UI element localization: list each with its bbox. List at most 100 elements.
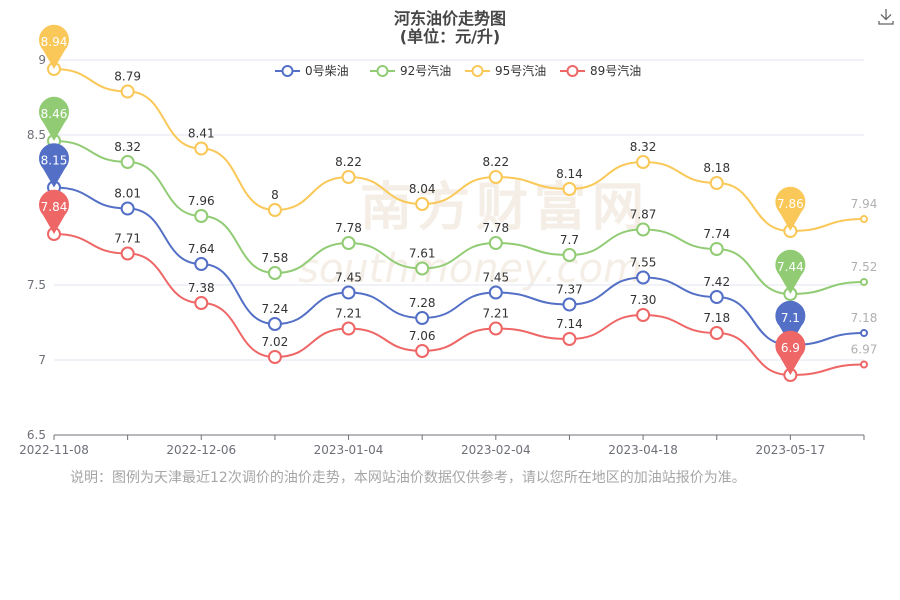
series-line-3 bbox=[53, 233, 865, 377]
data-label: 7.21 bbox=[335, 307, 362, 321]
data-point bbox=[488, 236, 503, 250]
data-point bbox=[120, 84, 135, 99]
chart-subtitle: (单位：元/升) bbox=[399, 27, 501, 46]
data-point bbox=[267, 350, 282, 364]
data-label: 7.28 bbox=[409, 296, 436, 310]
data-point bbox=[636, 270, 651, 285]
legend-marker bbox=[376, 65, 389, 77]
x-tick-label: 2023-02-04 bbox=[461, 443, 531, 457]
data-label: 7.58 bbox=[262, 251, 289, 265]
legend-item-3[interactable]: 89号汽油 bbox=[560, 63, 641, 78]
data-point bbox=[415, 311, 430, 325]
data-label: 7.64 bbox=[188, 242, 215, 256]
data-point bbox=[120, 246, 135, 261]
pin-label: 7.84 bbox=[41, 200, 68, 214]
data-label: 7.18 bbox=[851, 311, 878, 325]
data-label: 7.02 bbox=[262, 335, 289, 349]
data-label: 7.14 bbox=[556, 317, 583, 331]
watermark-cn: 南方财富网 bbox=[360, 178, 650, 238]
chart-title: 河东油价走势图 bbox=[393, 9, 506, 28]
legend-label: 89号汽油 bbox=[590, 63, 641, 78]
pin-label: 8.15 bbox=[41, 154, 68, 168]
data-label: 8.79 bbox=[114, 70, 141, 84]
legend-marker bbox=[281, 65, 294, 77]
data-point bbox=[488, 170, 503, 184]
legend-item-0[interactable]: 0号柴油 bbox=[275, 64, 349, 78]
data-point bbox=[488, 285, 503, 300]
data-label: 7.21 bbox=[482, 307, 509, 321]
pin-label: 8.94 bbox=[41, 35, 68, 49]
data-label: 7.94 bbox=[851, 197, 878, 211]
data-label: 7.71 bbox=[114, 232, 141, 246]
data-label: 7.78 bbox=[335, 221, 362, 235]
pin-marker: 7.86 bbox=[775, 186, 806, 231]
data-point bbox=[860, 278, 868, 286]
download-icon[interactable] bbox=[876, 6, 896, 26]
data-point bbox=[415, 344, 430, 358]
data-label: 6.97 bbox=[851, 343, 878, 357]
pin-label: 7.86 bbox=[777, 197, 804, 211]
data-point bbox=[341, 321, 356, 336]
data-label: 8.41 bbox=[188, 127, 215, 141]
legend-item-2[interactable]: 95号汽油 bbox=[465, 63, 546, 78]
pin-label: 7.44 bbox=[777, 260, 804, 274]
data-label: 7.55 bbox=[630, 256, 657, 270]
x-tick-label: 2022-12-06 bbox=[166, 443, 236, 457]
pin-shape bbox=[39, 143, 69, 188]
pin-marker: 8.94 bbox=[39, 24, 69, 69]
legend-label: 92号汽油 bbox=[400, 63, 451, 78]
data-point bbox=[860, 329, 868, 337]
legend-item-1[interactable]: 92号汽油 bbox=[370, 63, 451, 78]
legend-marker bbox=[471, 65, 484, 77]
pin-shape bbox=[39, 24, 69, 69]
data-point bbox=[341, 170, 356, 184]
data-label: 8.18 bbox=[703, 161, 730, 175]
data-label: 8.01 bbox=[114, 187, 141, 201]
data-point bbox=[341, 285, 356, 300]
data-label: 7.45 bbox=[482, 271, 509, 285]
pin-marker: 8.15 bbox=[39, 143, 69, 188]
x-tick-label: 2023-04-18 bbox=[608, 443, 678, 457]
series-line-2 bbox=[53, 68, 865, 233]
data-point bbox=[860, 215, 868, 223]
data-point bbox=[709, 290, 724, 304]
data-point bbox=[636, 222, 651, 237]
legend-marker bbox=[566, 65, 579, 77]
data-label: 7.18 bbox=[703, 311, 730, 325]
data-point bbox=[120, 155, 135, 169]
data-point bbox=[709, 242, 724, 256]
data-point bbox=[636, 155, 651, 169]
data-point bbox=[120, 201, 135, 216]
data-point bbox=[636, 308, 651, 322]
data-point bbox=[562, 332, 577, 346]
pin-marker: 8.46 bbox=[39, 96, 69, 141]
y-tick-label: 9 bbox=[38, 53, 46, 67]
data-point bbox=[267, 203, 282, 217]
data-label: 7.06 bbox=[409, 329, 436, 343]
data-label: 7.38 bbox=[188, 281, 215, 295]
pin-shape bbox=[775, 186, 806, 231]
data-point bbox=[267, 266, 282, 280]
data-label: 8.22 bbox=[335, 155, 362, 169]
pin-marker: 7.44 bbox=[775, 249, 806, 294]
data-label: 7.52 bbox=[851, 260, 878, 274]
y-tick-label: 6.5 bbox=[27, 428, 46, 442]
pin-label: 8.46 bbox=[41, 107, 68, 121]
y-tick-label: 8.5 bbox=[27, 128, 46, 142]
pin-marker: 7.84 bbox=[39, 189, 69, 234]
data-label: 8.32 bbox=[630, 140, 657, 154]
data-point bbox=[341, 236, 356, 250]
data-point bbox=[194, 296, 209, 310]
data-point bbox=[709, 176, 724, 190]
data-point bbox=[562, 248, 577, 262]
legend-label: 95号汽油 bbox=[495, 63, 546, 78]
data-label: 7.30 bbox=[630, 293, 657, 307]
data-label: 8.04 bbox=[409, 182, 436, 196]
data-point bbox=[562, 297, 577, 312]
data-label: 7.74 bbox=[703, 227, 730, 241]
y-tick-label: 7 bbox=[38, 353, 46, 367]
data-label: 8.14 bbox=[556, 167, 583, 181]
data-point bbox=[860, 360, 868, 369]
data-point bbox=[415, 261, 430, 276]
